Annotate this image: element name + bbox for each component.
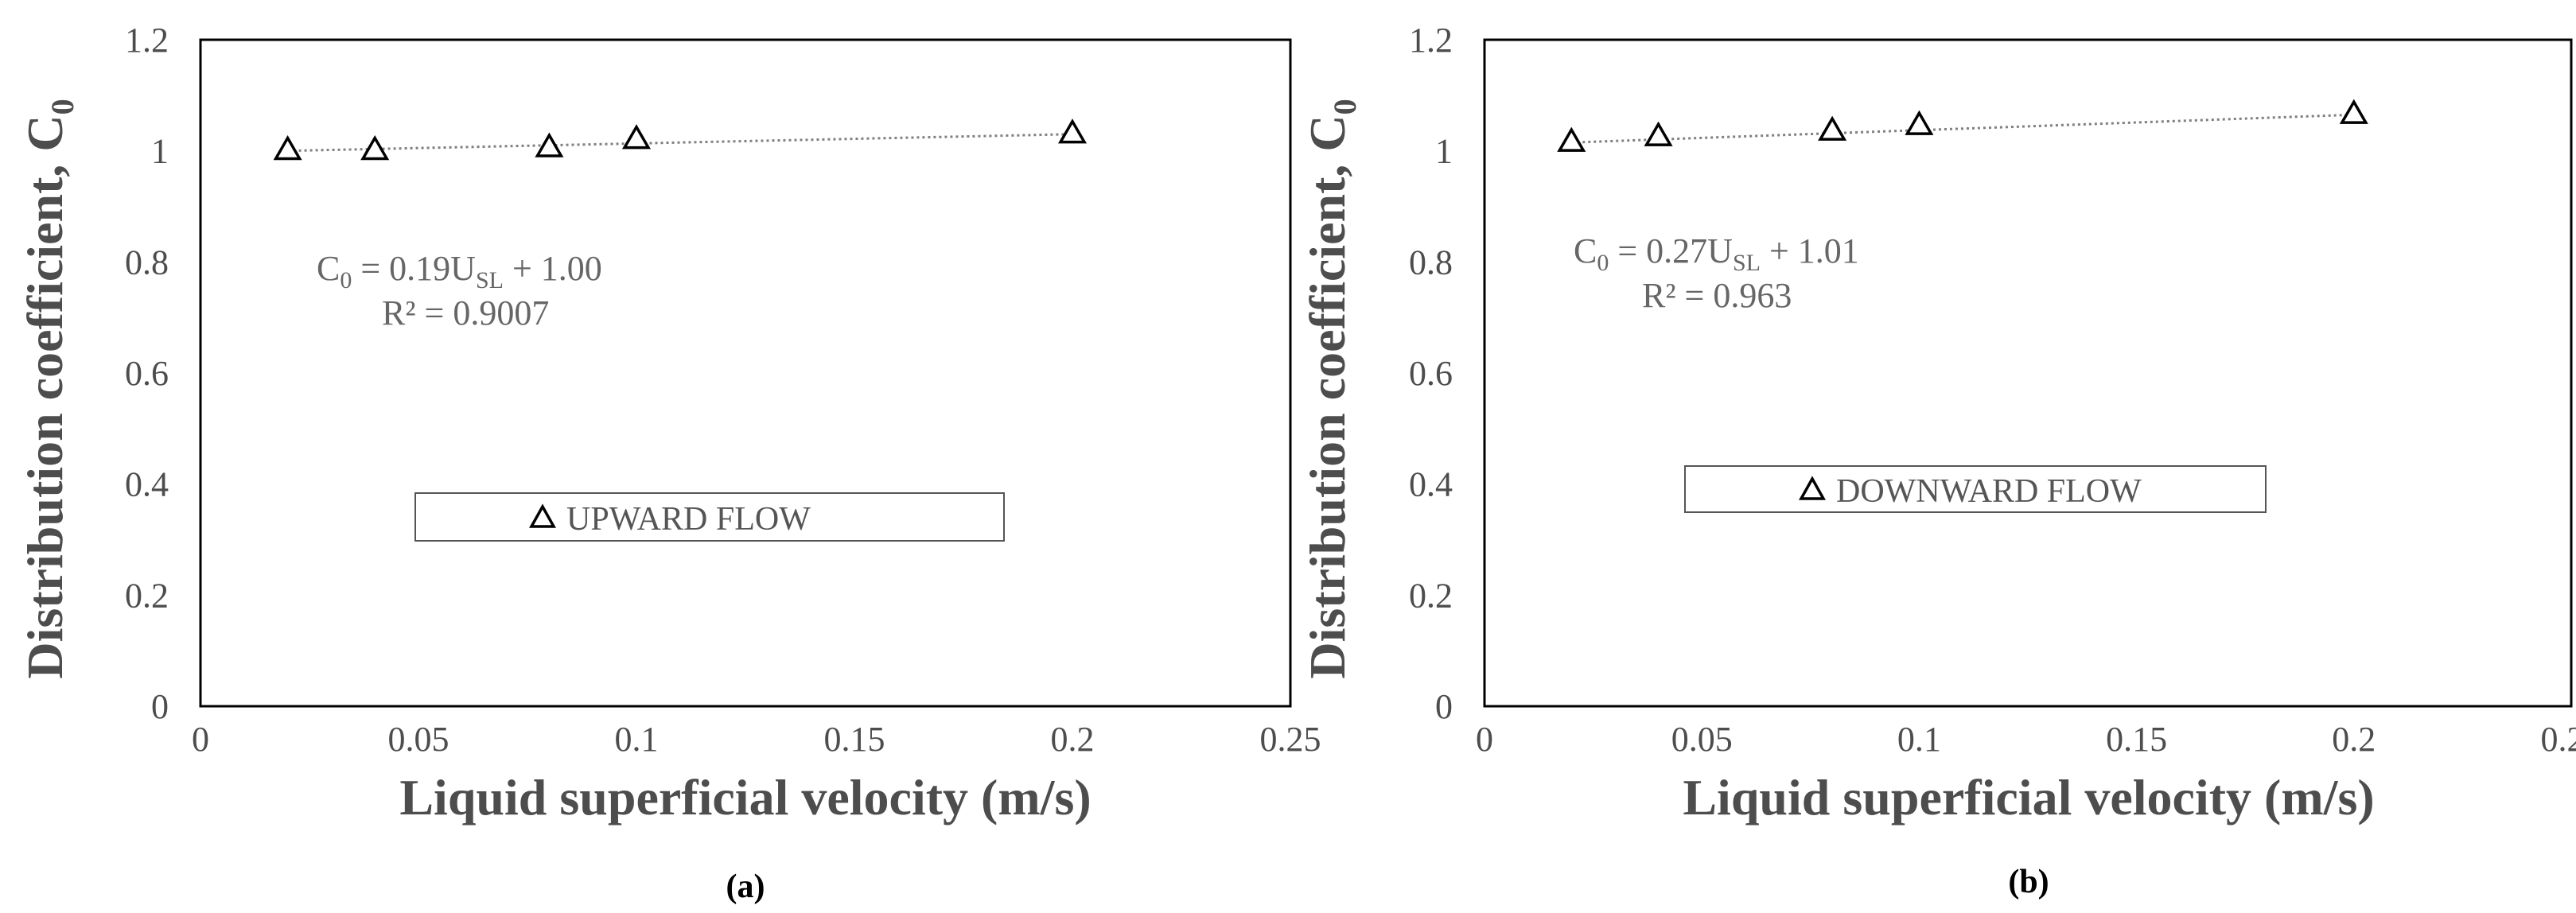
x-tick-label: 0.2 [2332, 720, 2376, 759]
x-axis-title: Liquid superficial velocity (m/s) [1683, 769, 2374, 826]
data-point [1557, 126, 1586, 152]
y-tick-label: 0.4 [1409, 465, 1453, 504]
r-squared-label: R² = 0.9007 [382, 293, 549, 332]
legend-triangle-icon [529, 503, 556, 528]
legend-triangle-icon [1799, 476, 1826, 500]
y-tick-label: 1.2 [125, 21, 169, 60]
data-point [1905, 110, 1934, 135]
data-point [1057, 118, 1088, 144]
trendline [287, 133, 1073, 153]
plot-frame [1483, 38, 2573, 708]
trendline [1571, 113, 2354, 144]
x-tick-label: 0.15 [824, 720, 885, 759]
legend-label: UPWARD FLOW [566, 501, 811, 538]
trendline-equation: C0 = 0.19USL + 1.00 [317, 249, 602, 293]
y-tick-label: 0 [1435, 687, 1453, 726]
y-tick-label: 0.6 [1409, 354, 1453, 393]
y-tick-label: 0.4 [125, 465, 169, 504]
data-point [535, 132, 564, 157]
data-point [360, 135, 390, 161]
data-point [273, 135, 302, 161]
legend: UPWARD FLOW [414, 492, 1005, 542]
x-axis-title: Liquid superficial velocity (m/s) [399, 769, 1091, 826]
x-tick-label: 0.05 [1671, 720, 1733, 759]
x-tick-label: 0.25 [2541, 720, 2576, 759]
x-tick-label: 0.1 [1897, 720, 1941, 759]
x-tick-label: 0.15 [2106, 720, 2167, 759]
panel-label: (b) [2008, 864, 2049, 900]
y-tick-label: 0.6 [125, 354, 169, 393]
x-tick-label: 0 [1476, 720, 1493, 759]
chart-panel-a: 0 0.2 0.4 0.6 0.8 1 1.2 0 0.05 0.1 0.15 0.2 0.25 Liqu… [17, 21, 1321, 905]
x-tick-label: 0.05 [388, 720, 449, 759]
x-tick-label: 0.1 [615, 720, 659, 759]
y-tick-label: 0.2 [1409, 576, 1453, 615]
x-tick-label: 0 [192, 720, 209, 759]
chart-panel-b: 0 0.2 0.4 0.6 0.8 1 1.2 0 0.05 0.1 0.15 0.2 0.25 Liqu… [1299, 21, 2576, 900]
x-tick-label: 0.25 [1260, 720, 1321, 759]
y-tick-label: 0.2 [125, 576, 169, 615]
data-point [1644, 121, 1673, 146]
y-axis-title: Distribution coefficient, C0 [1299, 99, 1363, 678]
y-tick-label: 1 [151, 132, 169, 171]
legend-box [1684, 465, 2267, 513]
legend-box [414, 492, 1005, 542]
y-axis-title: Distribution coefficient, C0 [17, 99, 80, 678]
y-tick-label: 0.8 [125, 243, 169, 282]
data-point [1818, 115, 1847, 141]
y-tick-label: 0 [151, 687, 169, 726]
x-tick-label: 0.2 [1051, 720, 1095, 759]
plot-frame [199, 38, 1292, 708]
trendline-equation: C0 = 0.27USL + 1.01 [1574, 231, 1859, 276]
r-squared-label: R² = 0.963 [1642, 276, 1792, 315]
legend-label: DOWNWARD FLOW [1836, 473, 2142, 510]
data-point [621, 124, 652, 150]
y-tick-label: 1.2 [1409, 21, 1453, 60]
y-tick-label: 1 [1435, 132, 1453, 171]
panel-label: (a) [726, 868, 765, 905]
data-point [2339, 99, 2368, 124]
y-tick-label: 0.8 [1409, 243, 1453, 282]
legend: DOWNWARD FLOW [1684, 465, 2267, 513]
